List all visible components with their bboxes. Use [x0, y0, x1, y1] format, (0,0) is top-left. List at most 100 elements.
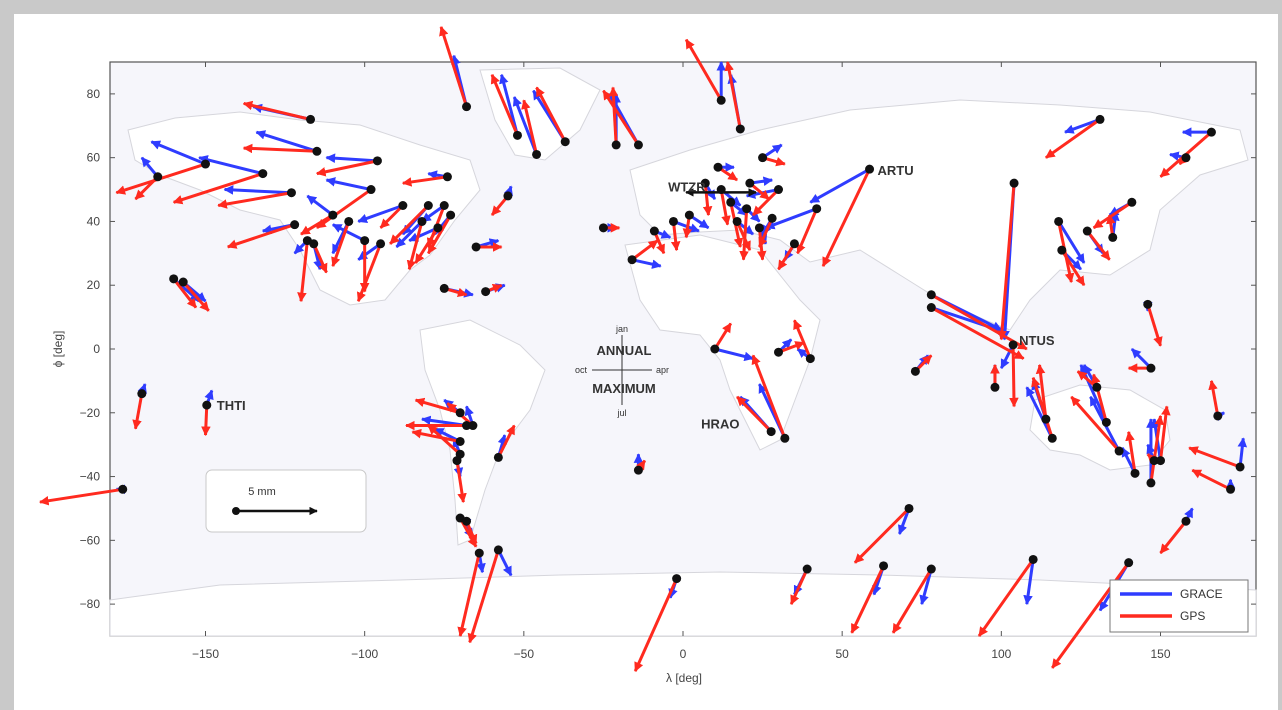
- gps-vector: [821, 168, 871, 267]
- station-point: [1124, 558, 1134, 568]
- gps-vector: [853, 507, 911, 564]
- grace-vector: [1130, 347, 1153, 370]
- station-point: [1108, 232, 1118, 242]
- station-point: [904, 503, 914, 513]
- station-point: [611, 140, 621, 150]
- gps-vector: [758, 217, 774, 248]
- station-point: [118, 484, 128, 494]
- station-point: [990, 382, 1000, 392]
- station-point: [493, 452, 503, 462]
- gps-vector: [172, 172, 264, 205]
- phase-label-oct: oct: [575, 365, 588, 375]
- grace-vector: [809, 167, 871, 204]
- station-point: [455, 436, 465, 446]
- station-point: [201, 159, 210, 169]
- station-point: [1127, 197, 1137, 207]
- grace-vector: [255, 130, 318, 153]
- gps-vector: [379, 204, 404, 229]
- grace-vector: [631, 258, 662, 269]
- station-point: [910, 366, 920, 376]
- gps-vector: [455, 460, 467, 504]
- gps-vector: [1149, 415, 1165, 484]
- grace-vector: [1057, 220, 1086, 264]
- gps-vector: [457, 552, 481, 637]
- grace-vector: [325, 153, 378, 163]
- station-point: [726, 197, 736, 207]
- station-point: [1213, 411, 1223, 421]
- station-point: [1057, 245, 1067, 255]
- station-point: [512, 130, 522, 140]
- scale-bar: 5 mm: [205, 469, 367, 533]
- station-point: [532, 149, 542, 159]
- gps-vector: [608, 86, 619, 145]
- gps-vector: [1159, 520, 1188, 555]
- legend: GRACE GPS: [1109, 579, 1249, 633]
- grace-vector: [306, 194, 334, 217]
- station-point: [780, 433, 790, 443]
- grace-vector: [357, 204, 404, 224]
- gps-vector: [1092, 201, 1133, 230]
- gps-vector: [751, 354, 787, 439]
- grace-vector: [1023, 559, 1035, 606]
- grace-vector: [714, 347, 754, 362]
- station-point: [1156, 456, 1165, 466]
- station-point: [1054, 216, 1064, 226]
- station-point: [672, 574, 682, 584]
- grace-vector: [898, 507, 911, 535]
- gps-vector: [850, 565, 885, 634]
- station-point: [439, 283, 449, 293]
- station-label-wtzr: WTZR: [668, 179, 706, 194]
- gps-vector: [297, 240, 309, 303]
- grace-vector: [1237, 437, 1248, 468]
- gps-vector: [793, 319, 812, 360]
- station-point: [446, 210, 456, 220]
- station-point: [633, 465, 643, 475]
- y-tick-label: 0: [93, 342, 100, 356]
- station-labels: WTZR ARTU NTUS HRAO THTI: [217, 163, 1055, 431]
- y-tick-label: 40: [87, 214, 101, 228]
- station-label-ntus: NTUS: [1019, 333, 1055, 348]
- gps-vector: [411, 428, 461, 443]
- grace-vector: [497, 549, 513, 577]
- station-point: [865, 164, 875, 174]
- gps-vector: [977, 558, 1035, 637]
- gps-vector: [777, 341, 805, 354]
- station-point: [258, 169, 268, 179]
- station-point: [1114, 446, 1124, 456]
- station-point: [1009, 178, 1019, 188]
- gps-vector: [401, 175, 448, 187]
- axis-ticks: −150 −100 −50 0 50 100 150 −80 −60 −40 −20 0 20 40 60 8…: [80, 62, 1256, 661]
- station-point: [372, 156, 382, 166]
- station-label-thti: THTI: [217, 398, 246, 413]
- station-point: [309, 239, 319, 249]
- grace-vector: [150, 140, 207, 166]
- gps-vector: [1191, 468, 1232, 491]
- station-point: [700, 178, 710, 188]
- station-point: [1101, 417, 1111, 427]
- station-point: [684, 210, 694, 220]
- station-point: [417, 216, 427, 226]
- station-point: [442, 172, 452, 182]
- station-point: [202, 400, 212, 410]
- station-point: [366, 185, 376, 195]
- station-point: [802, 564, 812, 574]
- station-point: [423, 201, 433, 210]
- gps-vector: [356, 243, 382, 303]
- phase-label-apr: apr: [656, 365, 669, 375]
- gps-vector: [891, 568, 933, 634]
- station-point: [598, 223, 608, 233]
- station-point: [286, 188, 296, 198]
- station-label-artu: ARTU: [878, 163, 914, 178]
- gps-vector: [1009, 344, 1019, 408]
- gps-vector: [490, 73, 519, 136]
- station-point: [312, 146, 322, 156]
- gps-vector: [1159, 405, 1171, 461]
- station-point: [433, 223, 443, 233]
- x-tick-label: −50: [514, 647, 535, 661]
- station-point: [1146, 363, 1156, 373]
- gps-vector: [1208, 379, 1220, 417]
- x-axis-label: λ [deg]: [666, 671, 702, 685]
- station-point: [493, 545, 503, 555]
- gps-vector: [724, 61, 742, 130]
- x-tick-label: 100: [991, 647, 1011, 661]
